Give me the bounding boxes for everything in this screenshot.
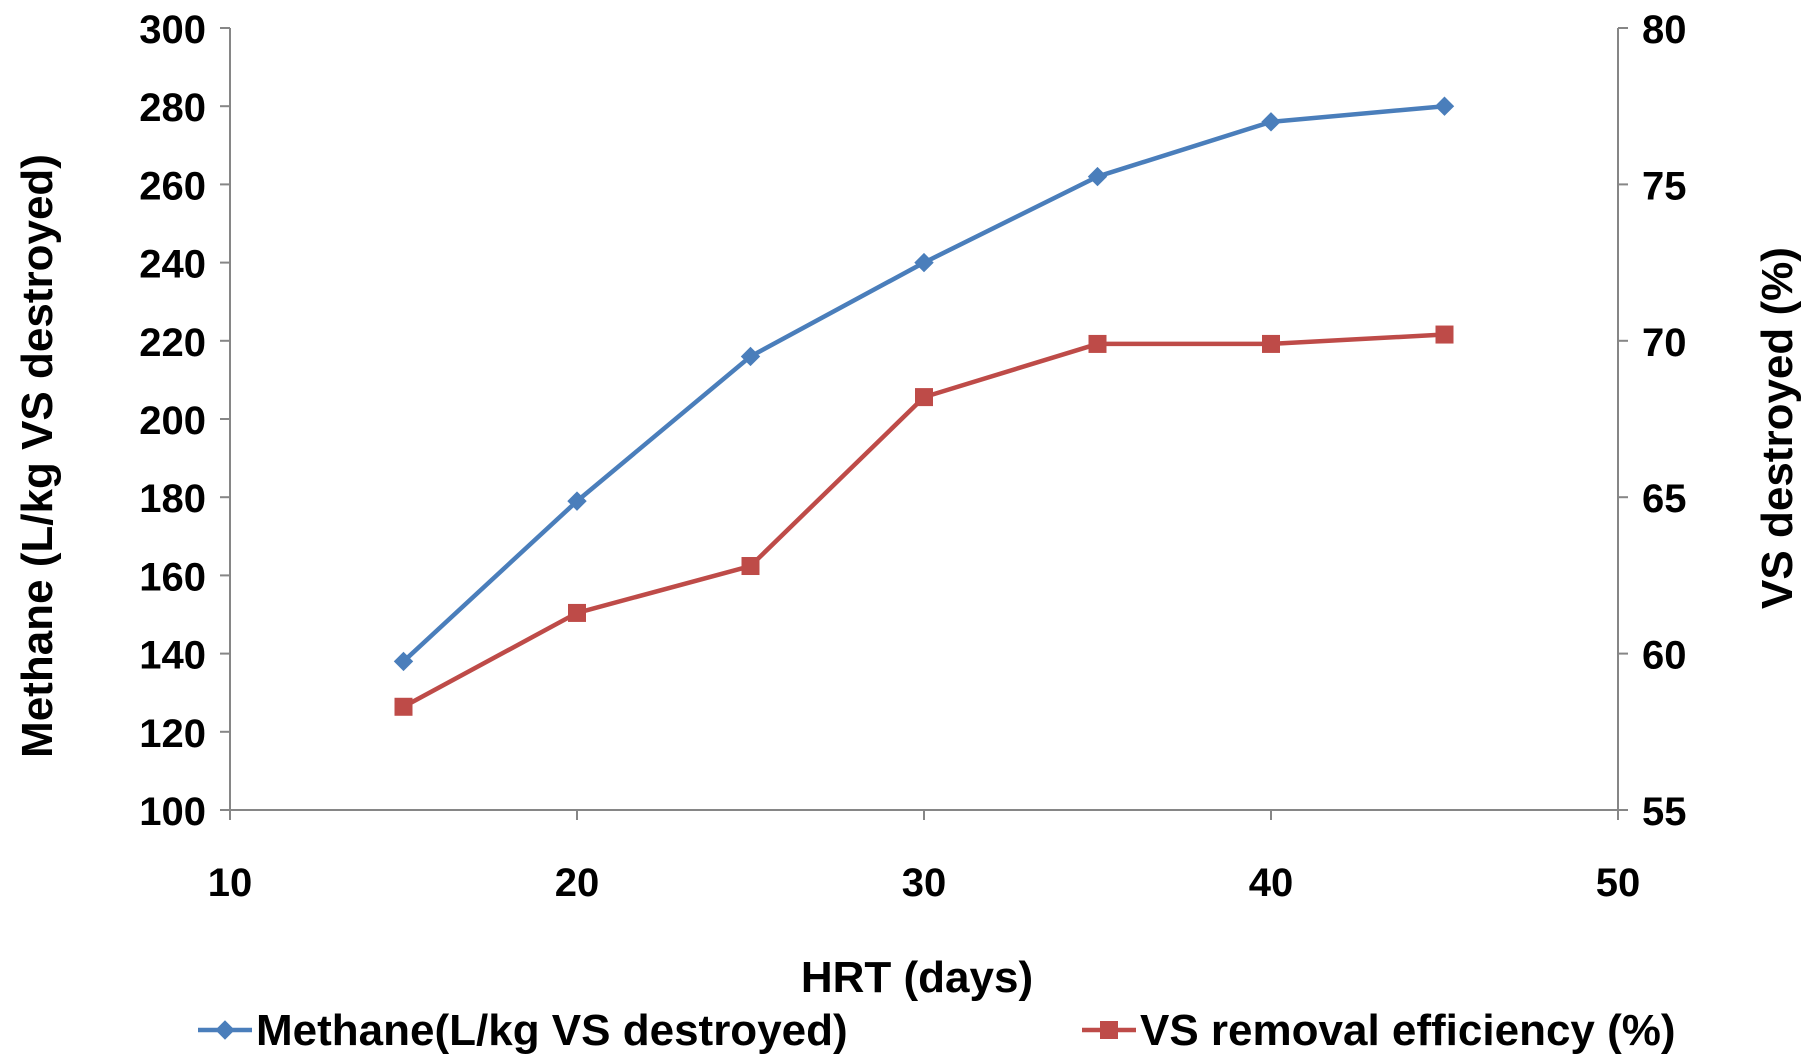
data-point (740, 346, 761, 367)
data-point (394, 697, 413, 716)
series-2 (394, 325, 1454, 716)
data-point (1088, 334, 1107, 353)
series-layer (393, 96, 1455, 716)
x-tick-label: 20 (555, 861, 600, 905)
x-tick-label: 30 (902, 861, 947, 905)
y-tick-label: 180 (139, 477, 206, 521)
y2-tick-label: 55 (1642, 790, 1687, 834)
y2-tick-label: 70 (1642, 321, 1687, 365)
legend-item: VS removal efficiency (%) (1082, 1006, 1676, 1055)
y-tick-label: 200 (139, 399, 206, 443)
y-tick-label: 300 (139, 8, 206, 52)
y-tick-label: 260 (139, 164, 206, 208)
data-point (1087, 166, 1108, 187)
x-tick-label: 40 (1249, 861, 1294, 905)
x-tick-label: 50 (1596, 861, 1641, 905)
data-point (215, 1020, 235, 1040)
y-axis-title: Methane (L/kg VS destroyed) (13, 154, 62, 758)
y2-tick-label: 60 (1642, 634, 1687, 678)
y2-tick-label: 80 (1642, 8, 1687, 52)
x-tick-label: 10 (208, 861, 253, 905)
legend: Methane(L/kg VS destroyed) VS removal eff… (198, 1006, 1676, 1055)
y-tick-label: 240 (139, 243, 206, 287)
data-point (1434, 96, 1455, 116)
legend-label: Methane(L/kg VS destroyed) (256, 1006, 848, 1055)
y2-axis-title: VS destroyed (%) (1753, 247, 1802, 609)
y-tick-label: 140 (139, 634, 206, 678)
legend-label: VS removal efficiency (%) (1140, 1006, 1676, 1055)
data-point (1100, 1021, 1118, 1039)
y-tick-label: 100 (139, 790, 206, 834)
series-line (401, 103, 1445, 664)
data-point (567, 491, 587, 511)
y2-tick-label: 75 (1642, 164, 1687, 208)
data-point (1261, 112, 1281, 132)
data-point (568, 603, 586, 622)
tick-labels: 100 120 140 160 180 200 220 240 260 280 300 55 60 65 7… (139, 8, 1686, 905)
axes (220, 27, 1628, 820)
data-point (915, 388, 933, 407)
data-point (393, 651, 414, 672)
series-1 (393, 96, 1455, 672)
y2-tick-label: 65 (1642, 477, 1687, 521)
data-point (914, 252, 934, 273)
data-point (1435, 325, 1454, 344)
y-tick-label: 120 (139, 712, 206, 756)
y-tick-label: 160 (139, 555, 206, 599)
data-point (1262, 334, 1280, 353)
x-axis-title: HRT (days) (801, 953, 1033, 1002)
y-tick-label: 220 (139, 321, 206, 365)
legend-item: Methane(L/kg VS destroyed) (198, 1006, 848, 1055)
y-tick-label: 280 (139, 86, 206, 130)
data-point (741, 557, 760, 576)
